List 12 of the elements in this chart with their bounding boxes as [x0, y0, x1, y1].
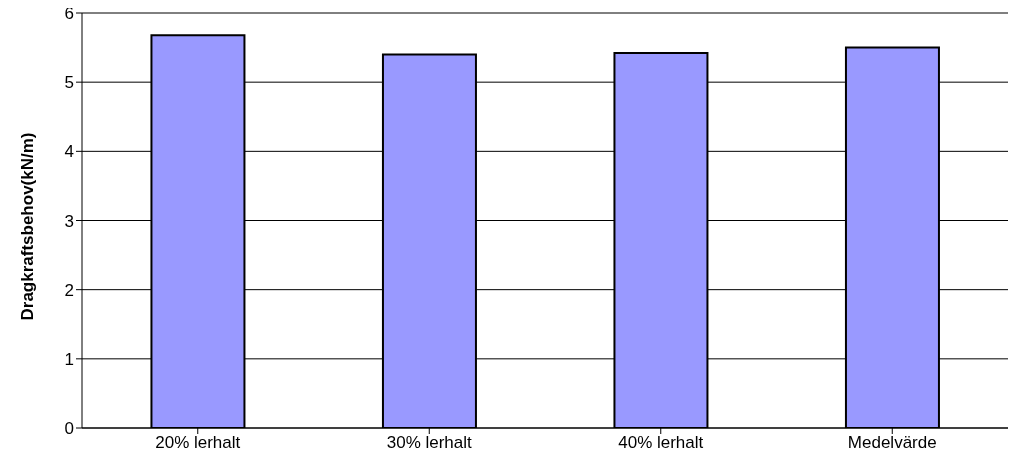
x-tick-label: 20% lerhalt [155, 433, 241, 453]
y-tick-label: 2 [64, 280, 74, 300]
y-tick-label: 4 [64, 142, 74, 162]
y-tick-label: 0 [64, 419, 74, 439]
y-tick-label: 5 [64, 73, 74, 93]
y-tick-label: 3 [64, 211, 74, 231]
y-axis-title: Dragkraftsbehov(kN/m) [18, 132, 38, 321]
x-tick-label: Medelvärde [847, 433, 937, 453]
x-tick-label: 30% lerhalt [386, 433, 473, 453]
y-tick-label: 1 [64, 349, 74, 369]
y-tick-label: 6 [64, 4, 74, 24]
x-tick-label: 40% lerhalt [618, 433, 704, 453]
